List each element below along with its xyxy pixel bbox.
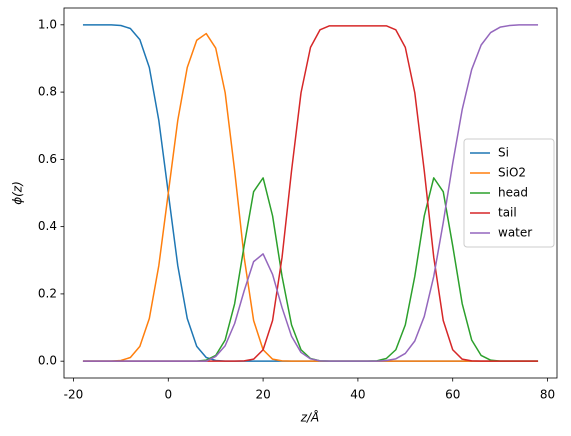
x-tick-label: 80 (540, 388, 555, 402)
series-line (82, 24, 539, 362)
x-tick-label: 60 (445, 388, 460, 402)
series-line (82, 32, 539, 362)
y-tick-label: 0.4 (38, 219, 57, 233)
y-tick-label: 0.8 (38, 85, 57, 99)
legend-box (463, 138, 555, 248)
legend-label: SiO2 (498, 166, 526, 180)
y-tick-label: 0.6 (38, 152, 57, 166)
legend-label: water (498, 226, 532, 240)
legend-label: head (498, 186, 528, 200)
x-tick-label: -20 (64, 388, 84, 402)
x-tick-label: 0 (164, 388, 172, 402)
y-tick-label: 0.0 (38, 354, 57, 368)
legend-label: Si (498, 146, 509, 160)
y-tick-label: 0.2 (38, 286, 57, 300)
y-axis-label: ϕ(z) (11, 181, 25, 205)
plot-frame (63, 7, 558, 379)
x-tick-label: 20 (255, 388, 270, 402)
x-tick-label: 40 (350, 388, 365, 402)
x-axis-label: z/Å (300, 410, 320, 425)
y-tick-label: 1.0 (38, 17, 57, 31)
legend-label: tail (498, 206, 517, 220)
